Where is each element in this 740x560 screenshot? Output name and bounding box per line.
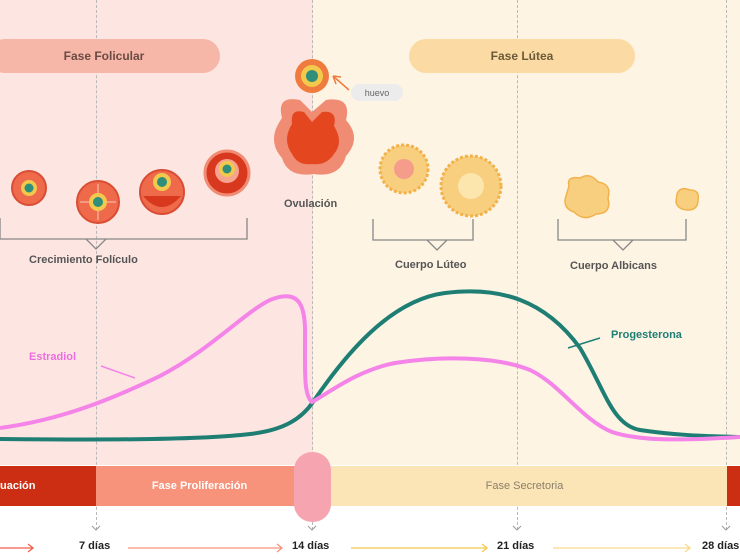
luteal-phase-pill: Fase Lútea: [409, 39, 635, 73]
corpus-albicans-small-icon: [675, 187, 700, 211]
estradiol-label: Estradiol: [29, 351, 77, 363]
corpus-albicans-large-icon: [564, 175, 610, 219]
corpus-luteum-label: Cuerpo Lúteo: [395, 259, 467, 271]
luteal-phase-background: [313, 0, 740, 465]
arrow-segment-1: [0, 543, 35, 553]
follicle-growth-bracket: [0, 218, 248, 250]
corpus-albicans-bracket: [557, 219, 687, 251]
follicle-growth-label: Crecimiento Folículo: [29, 254, 138, 266]
ovulation-label: Ovulación: [284, 198, 338, 210]
corpus-albicans-label: Cuerpo Albicans: [570, 260, 657, 272]
day-28-gridline: [726, 0, 727, 530]
egg-pointer-arrow: [332, 75, 350, 91]
day-28-tick: [721, 525, 731, 531]
egg-icon: [295, 59, 329, 93]
ovulation-marker: [294, 452, 331, 522]
proliferative-label: Fase Proliferación: [151, 480, 248, 492]
day-28-label: 28 días: [702, 540, 740, 552]
secondary-follicle-icon: [76, 180, 120, 224]
proliferative-band: Fase Proliferación: [96, 466, 303, 506]
antral-follicle-icon: [139, 169, 185, 215]
day-21-tick: [512, 525, 522, 531]
day-14-gridline: [312, 0, 313, 530]
progesterone-leader-line: [567, 337, 601, 349]
follicular-phase-background: [0, 0, 313, 465]
estradiol-line: [0, 294, 740, 442]
ruptured-follicle-icon: [274, 99, 354, 175]
arrow-segment-2: [128, 543, 284, 553]
follicular-phase-pill: Fase Folicular: [0, 39, 220, 73]
arrow-segment-3: [351, 543, 489, 553]
secretory-band: Fase Secretoria: [322, 466, 727, 506]
day-21-label: 21 días: [497, 540, 535, 552]
egg-label: huevo: [351, 84, 403, 101]
ovarian-cycle-illustrations: [0, 59, 700, 251]
primary-follicle-icon: [11, 170, 47, 206]
graafian-follicle-icon: [203, 149, 251, 197]
estradiol-leader-line: [100, 365, 136, 379]
next-menstruation-band: [727, 466, 740, 506]
secretory-label: Fase Secretoria: [485, 480, 564, 492]
day-7-label: 7 días: [79, 540, 111, 552]
corpus-luteum-bracket: [372, 219, 474, 251]
menstruation-label: uación: [0, 480, 36, 492]
arrow-segment-4: [553, 543, 692, 553]
day-7-tick: [91, 525, 101, 531]
progesterone-line: [0, 289, 740, 442]
day-14-tick: [307, 525, 317, 531]
menstruation-band: uación: [0, 466, 96, 506]
corpus-luteum-large-icon: [439, 154, 503, 218]
day-7-gridline: [96, 0, 97, 530]
hormone-curves: [0, 289, 740, 442]
corpus-luteum-small-icon: [378, 143, 430, 195]
day-14-label: 14 días: [292, 540, 330, 552]
progesterone-label: Progesterona: [611, 329, 682, 341]
day-21-gridline: [517, 0, 518, 530]
